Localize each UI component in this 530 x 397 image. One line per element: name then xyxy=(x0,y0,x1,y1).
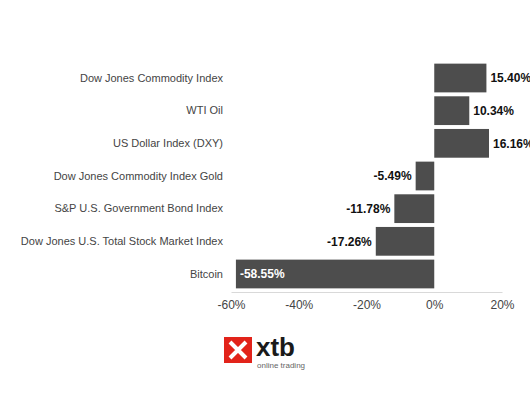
y-tick: Dow Jones U.S. Total Stock Market Index xyxy=(21,235,231,247)
data-label: -58.55% xyxy=(240,267,285,281)
logo-cross xyxy=(230,342,246,358)
x-axis: -60% -40% -20% 0% 20% xyxy=(217,292,514,312)
bar xyxy=(394,194,434,223)
category-label: S&P U.S. Government Bond Index xyxy=(54,202,223,214)
x-tick: -60% xyxy=(217,292,245,312)
bar xyxy=(434,96,469,125)
logo-text: xtb xyxy=(256,332,295,362)
x-tick: -40% xyxy=(285,292,313,312)
logo-subtext: online trading xyxy=(257,361,305,370)
category-label: US Dollar Index (DXY) xyxy=(113,137,223,149)
category-label: Dow Jones Commodity Index xyxy=(80,72,224,84)
y-tick: Dow Jones Commodity Index Gold xyxy=(54,170,231,182)
x-tick: -20% xyxy=(353,292,381,312)
category-label: Dow Jones Commodity Index Gold xyxy=(54,170,223,182)
y-axis: Dow Jones Commodity Index WTI Oil US Dolla… xyxy=(21,63,232,291)
y-tick: S&P U.S. Government Bond Index xyxy=(54,202,231,214)
y-tick: WTI Oil xyxy=(186,104,231,116)
bar xyxy=(236,260,434,289)
y-tick: Dow Jones Commodity Index xyxy=(80,72,231,84)
category-label: WTI Oil xyxy=(186,104,223,116)
data-label: 15.40% xyxy=(490,71,530,85)
data-label: -5.49% xyxy=(374,169,412,183)
category-label: Bitcoin xyxy=(190,268,223,280)
category-label: Dow Jones U.S. Total Stock Market Index xyxy=(21,235,224,247)
x-tick-label: -40% xyxy=(285,298,313,312)
data-label: 16.16% xyxy=(493,137,530,151)
bar xyxy=(416,162,435,191)
bar xyxy=(434,129,489,158)
data-labels: 15.40% 10.34% 16.16% -5.49% -11.78% -17.26% -5… xyxy=(240,71,530,281)
logo: xtbonline trading xyxy=(224,332,305,370)
logo-mark xyxy=(224,337,252,363)
data-label: 10.34% xyxy=(473,104,514,118)
x-tick-label: 20% xyxy=(490,298,514,312)
x-tick: 0% xyxy=(426,292,444,312)
data-label: -11.78% xyxy=(346,202,390,216)
data-label: -17.26% xyxy=(327,235,372,249)
bar xyxy=(376,227,434,256)
y-tick: Bitcoin xyxy=(190,268,231,280)
chart: -60% -40% -20% 0% 20% Dow Jones Commodity Ind… xyxy=(0,0,530,397)
y-tick: US Dollar Index (DXY) xyxy=(113,137,231,149)
y-axis-line xyxy=(231,63,232,291)
bars xyxy=(236,64,489,289)
x-axis-line xyxy=(232,292,503,293)
x-tick-label: 0% xyxy=(426,298,444,312)
x-tick-label: -60% xyxy=(217,298,245,312)
x-tick: 20% xyxy=(490,292,514,312)
x-tick-label: -20% xyxy=(353,298,381,312)
bar xyxy=(434,64,486,93)
